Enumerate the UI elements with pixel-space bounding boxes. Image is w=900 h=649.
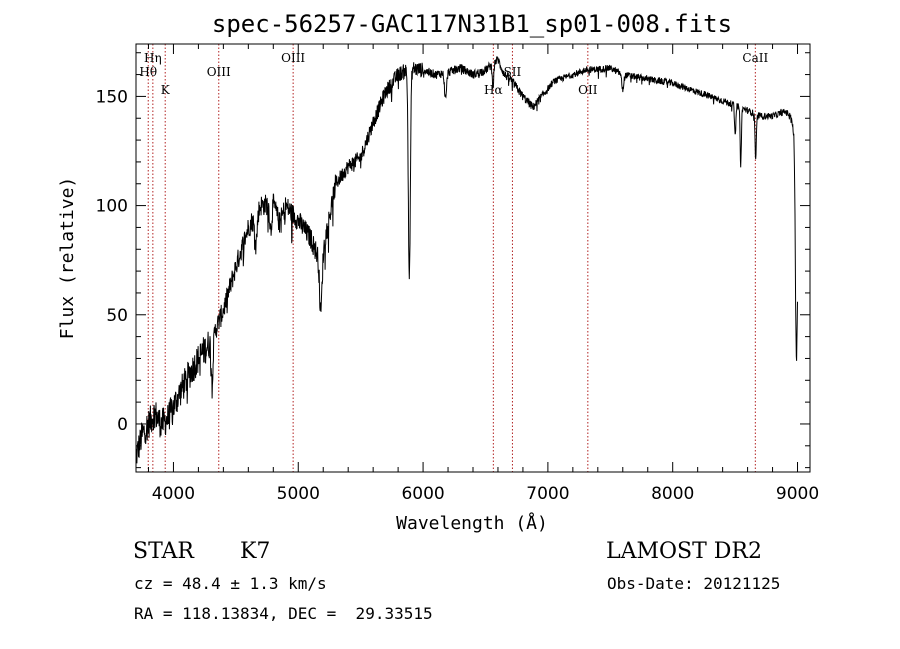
marker-label: K bbox=[161, 83, 171, 97]
x-tick-label: 8000 bbox=[651, 484, 694, 504]
redshift-value: cz = 48.4 ± 1.3 km/s bbox=[134, 574, 327, 593]
y-axis-label: Flux (relative) bbox=[57, 177, 78, 340]
x-axis-ticks: 4000 5000 6000 7000 8000 9000 bbox=[147, 44, 819, 504]
y-tick-label: 50 bbox=[106, 306, 128, 326]
y-axis-ticks: 0 50 100 150 bbox=[96, 52, 810, 469]
marker-label: OIII bbox=[207, 65, 231, 79]
y-tick-label: 0 bbox=[117, 415, 128, 435]
marker-label: Hθ bbox=[139, 65, 157, 79]
x-tick-label: 6000 bbox=[401, 484, 444, 504]
survey-name: LAMOST DR2 bbox=[606, 539, 762, 564]
observation-date: Obs-Date: 20121125 bbox=[607, 574, 781, 593]
coordinates: RA = 118.13834, DEC = 29.33515 bbox=[134, 604, 433, 623]
spectrum-line bbox=[135, 56, 798, 464]
x-tick-label: 5000 bbox=[277, 484, 320, 504]
marker-label: Hα bbox=[484, 83, 503, 97]
object-subclass: K7 bbox=[240, 539, 271, 564]
marker-label: Hη bbox=[144, 51, 162, 65]
object-class: STAR bbox=[133, 539, 194, 564]
chart-title: spec-56257-GAC117N31B1_sp01-008.fits bbox=[212, 10, 732, 38]
y-tick-label: 150 bbox=[96, 87, 128, 107]
x-tick-label: 9000 bbox=[776, 484, 819, 504]
y-tick-label: 100 bbox=[96, 197, 128, 217]
marker-label: OIII bbox=[281, 51, 305, 65]
marker-label: OII bbox=[578, 83, 598, 97]
x-tick-label: 7000 bbox=[526, 484, 569, 504]
marker-label: CaII bbox=[742, 51, 768, 65]
x-tick-label: 4000 bbox=[152, 484, 195, 504]
x-axis-label: Wavelength (Å) bbox=[396, 512, 548, 534]
